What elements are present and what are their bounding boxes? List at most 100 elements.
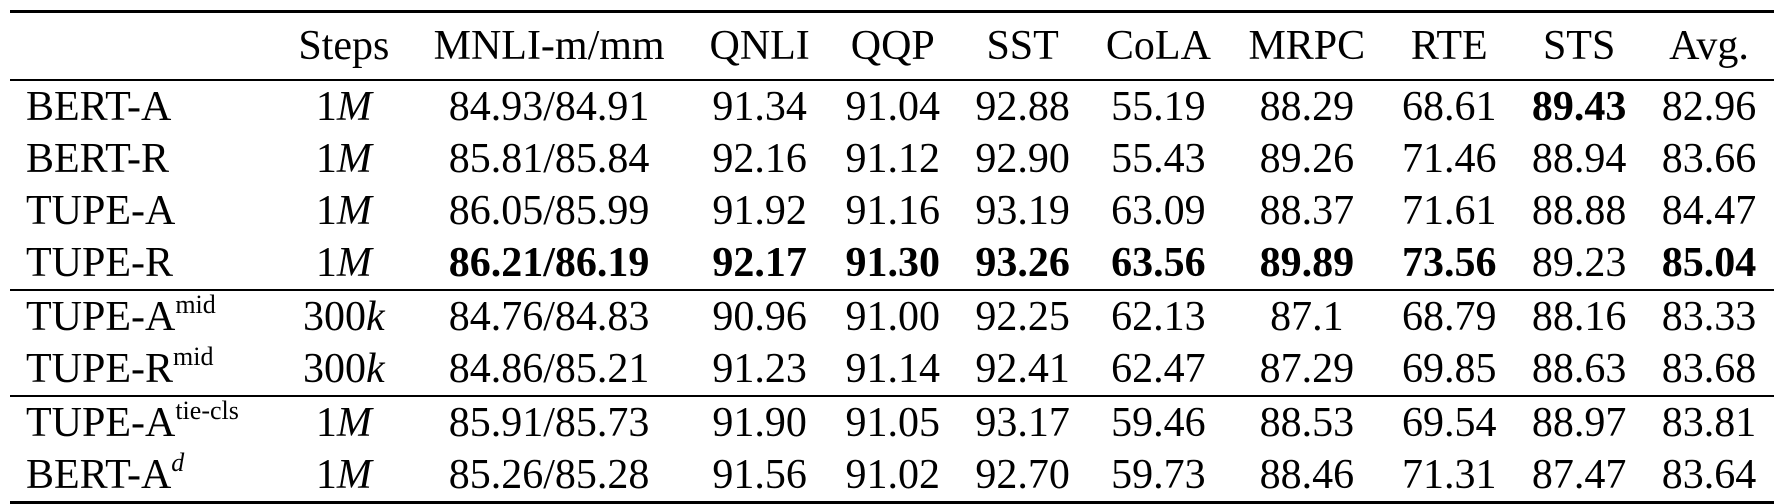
model-name-cell: TUPE-R <box>10 237 281 290</box>
score-cell: 84.86/85.21 <box>448 346 650 392</box>
model-name-cell: TUPE-Amid <box>10 289 281 343</box>
results-table: Steps MNLI-m/mm QNLI QQP SST CoLA MRPC RTE STS Av… <box>10 10 1774 504</box>
steps-unit: k <box>366 294 385 340</box>
score-cell: 91.00 <box>827 289 958 343</box>
score-cell: 91.12 <box>845 136 941 182</box>
score-cell: 69.54 <box>1384 395 1515 449</box>
score-cell: 91.23 <box>712 346 807 392</box>
score-cell: 85.26/85.28 <box>406 449 692 504</box>
score-cell: 91.34 <box>712 84 807 130</box>
score-cell: 91.04 <box>845 84 941 130</box>
score-cell: 89.89 <box>1259 240 1355 286</box>
model-variant-superscript: d <box>171 448 185 477</box>
score-cell: 92.70 <box>957 449 1088 504</box>
steps-unit: M <box>336 188 372 234</box>
score-cell: 91.56 <box>691 449 828 504</box>
header-cell: Steps <box>298 23 390 69</box>
score-cell: 91.16 <box>845 188 941 234</box>
steps-number: 1 <box>315 136 337 182</box>
model-name: BERT-A <box>26 452 172 498</box>
model-name-cell: BERT-Ad <box>10 448 281 504</box>
model-name-cell: TUPE-A <box>10 185 281 237</box>
score-cell: 55.43 <box>1111 136 1206 182</box>
table-row: TUPE-A 1M 86.05/85.99 91.92 91.16 93.19 63.09 8… <box>10 185 1774 237</box>
score-cell: 83.64 <box>1644 449 1774 504</box>
score-cell: 69.85 <box>1402 346 1497 392</box>
steps-unit: M <box>336 136 372 182</box>
score-cell: 87.1 <box>1229 289 1385 343</box>
score-cell: 90.96 <box>691 289 828 343</box>
steps-number: 1 <box>315 452 337 498</box>
steps-cell: 1M <box>281 80 407 133</box>
score-cell: 88.88 <box>1531 188 1627 234</box>
score-cell: 88.29 <box>1259 84 1355 130</box>
steps-unit: M <box>336 240 372 286</box>
score-cell: 63.09 <box>1111 188 1206 234</box>
score-cell: 84.76/84.83 <box>406 289 692 343</box>
steps-number: 1 <box>315 400 337 446</box>
steps-cell: 1M <box>281 133 407 185</box>
score-cell: 93.17 <box>957 395 1088 449</box>
score-cell: 88.53 <box>1229 395 1385 449</box>
score-cell: 91.14 <box>845 346 941 392</box>
score-cell: 71.31 <box>1384 449 1515 504</box>
steps-cell: 1M <box>280 395 407 449</box>
steps-cell: 1M <box>281 185 407 237</box>
model-name: TUPE-R <box>26 240 173 286</box>
score-cell: 62.13 <box>1087 289 1230 343</box>
score-cell: 92.16 <box>712 136 807 182</box>
model-name-cell: BERT-R <box>10 133 281 185</box>
model-name-cell: TUPE-Atie-cls <box>10 395 281 449</box>
score-cell: 84.93/84.91 <box>448 84 650 130</box>
score-cell: 92.17 <box>712 240 807 286</box>
score-cell: 83.81 <box>1644 395 1774 449</box>
score-cell: 88.37 <box>1259 188 1355 234</box>
score-cell: 89.26 <box>1259 136 1355 182</box>
model-name: TUPE-R <box>26 346 173 392</box>
header-cell: CoLA <box>1105 23 1211 69</box>
score-cell: 88.63 <box>1531 346 1627 392</box>
model-name: TUPE-A <box>26 188 176 234</box>
steps-cell: 1M <box>280 449 407 504</box>
score-cell: 63.56 <box>1111 240 1206 286</box>
score-cell: 92.90 <box>975 136 1070 182</box>
table-row: BERT-Ad 1M 85.26/85.28 91.56 91.02 92.70 59.73… <box>10 448 1774 504</box>
score-cell: 85.81/85.84 <box>448 136 650 182</box>
model-variant-superscript: mid <box>175 290 216 319</box>
steps-number: 300 <box>303 346 366 392</box>
score-cell: 91.05 <box>827 395 958 449</box>
score-cell: 93.19 <box>975 188 1070 234</box>
table-row: BERT-A 1M 84.93/84.91 91.34 91.04 92.88 55.19 8… <box>10 80 1774 133</box>
steps-number: 1 <box>315 240 337 286</box>
score-cell: 92.41 <box>975 346 1070 392</box>
score-cell: 87.47 <box>1514 449 1645 504</box>
score-cell: 91.92 <box>712 188 807 234</box>
score-cell: 86.05/85.99 <box>448 188 650 234</box>
table-row: TUPE-Atie-cls 1M 85.91/85.73 91.90 91.05 93.1… <box>10 395 1774 449</box>
score-cell: 71.46 <box>1402 136 1497 182</box>
score-cell: 85.91/85.73 <box>406 395 692 449</box>
header-cell: MNLI-m/mm <box>433 23 665 69</box>
steps-number: 1 <box>315 84 337 130</box>
score-cell: 84.47 <box>1661 188 1757 234</box>
steps-unit: k <box>366 346 385 392</box>
score-cell: 68.61 <box>1402 84 1497 130</box>
score-cell: 91.90 <box>691 395 828 449</box>
table-row: TUPE-Rmid 300k 84.86/85.21 91.23 91.14 92.41 6… <box>10 343 1774 396</box>
score-cell: 83.66 <box>1661 136 1757 182</box>
score-cell: 88.94 <box>1531 136 1627 182</box>
header-cell: QNLI <box>709 23 810 69</box>
score-cell: 83.33 <box>1644 289 1774 343</box>
score-cell: 68.79 <box>1384 289 1515 343</box>
table-row: TUPE-Amid 300k 84.76/84.83 90.96 91.00 92.25 6… <box>10 289 1774 343</box>
model-name: TUPE-A <box>26 400 176 446</box>
model-variant-superscript: mid <box>173 342 214 371</box>
score-cell: 86.21/86.19 <box>448 240 650 286</box>
steps-unit: M <box>336 400 372 446</box>
score-cell: 92.25 <box>957 289 1088 343</box>
table-header: Steps MNLI-m/mm QNLI QQP SST CoLA MRPC RTE STS Av… <box>10 11 1774 80</box>
header-cell: Avg. <box>1669 23 1749 69</box>
score-cell: 93.26 <box>975 240 1070 286</box>
model-name: BERT-R <box>26 136 169 182</box>
table-row: TUPE-R 1M 86.21/86.19 92.17 91.30 93.26 63.56 8… <box>10 237 1774 290</box>
